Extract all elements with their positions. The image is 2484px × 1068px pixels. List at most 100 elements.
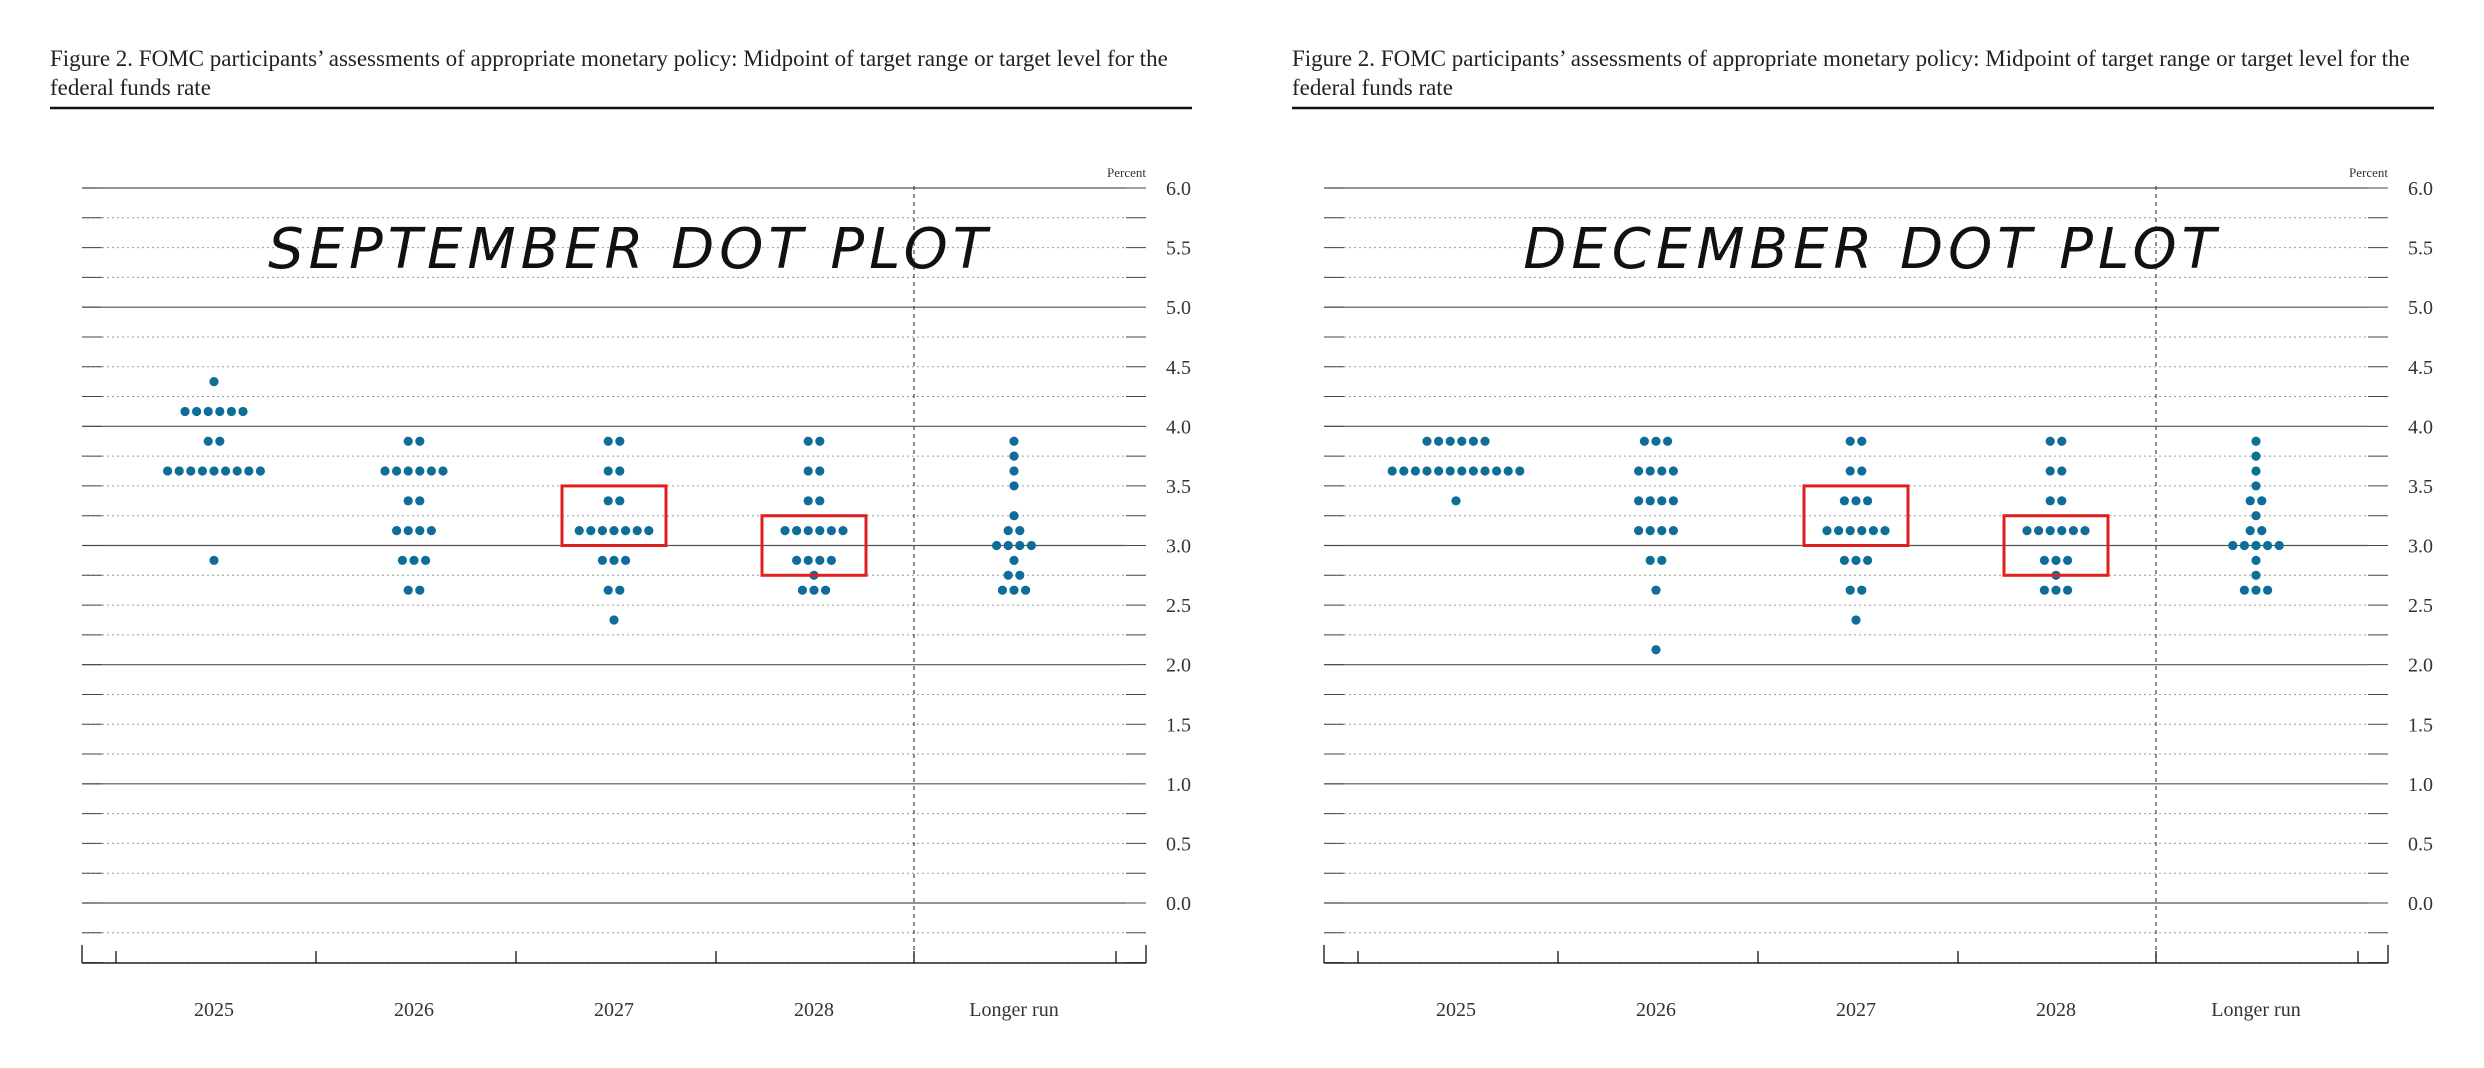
- y-tick-label: 5.0: [2408, 297, 2433, 319]
- participant-dot: [1639, 436, 1649, 446]
- y-tick-label: 6.0: [2408, 178, 2433, 200]
- participant-dot: [1009, 451, 1019, 461]
- x-category-label: 2025: [1436, 999, 1476, 1021]
- y-tick-label: 0.5: [2408, 833, 2433, 855]
- y-tick-label: 5.5: [2408, 238, 2433, 260]
- participant-dot: [1857, 526, 1867, 536]
- participant-dot: [1634, 496, 1644, 506]
- participant-dot: [2080, 526, 2090, 536]
- participant-dot: [826, 526, 837, 536]
- participant-dot: [1480, 436, 1490, 446]
- y-tick-label: 1.0: [1166, 774, 1191, 796]
- participant-dot: [221, 466, 231, 476]
- participant-dot: [2051, 555, 2061, 565]
- participant-dot: [238, 406, 248, 417]
- participant-dot: [2057, 466, 2067, 476]
- december-dot-plot-chart: 0.0 0.5 1.0 1.5 2.0 2.5 3.0 3.5 4.0 4.5 5.0 5.5 6.0 P…: [1292, 106, 2434, 1021]
- participant-dot: [1009, 481, 1019, 491]
- participant-dot: [1009, 466, 1019, 476]
- x-category-label: 2026: [394, 999, 434, 1021]
- participant-dot: [415, 466, 425, 476]
- participant-dot: [603, 496, 613, 506]
- participant-dot: [438, 466, 448, 476]
- participant-dot: [203, 406, 213, 417]
- participant-dot: [815, 526, 825, 536]
- participant-dot: [2057, 436, 2067, 446]
- participant-dot: [197, 466, 207, 476]
- participant-dot: [1503, 466, 1513, 476]
- participant-dot: [1434, 466, 1444, 476]
- september-panel: Figure 2. FOMC participants’ assessments…: [50, 46, 1192, 1021]
- highlight-box: [560, 484, 668, 547]
- y-tick-label: 2.5: [2408, 595, 2433, 617]
- participant-dot: [403, 526, 413, 536]
- participant-dot: [2063, 555, 2073, 565]
- participant-dot: [1015, 540, 1025, 551]
- participant-dot: [1410, 466, 1420, 476]
- participant-dot: [203, 436, 213, 446]
- participant-dot: [2251, 451, 2261, 461]
- participant-dot: [815, 555, 825, 565]
- participant-dot: [380, 466, 390, 476]
- participant-dot: [1651, 585, 1661, 595]
- x-category-label: 2028: [2036, 999, 2076, 1021]
- participant-dot: [1851, 615, 1861, 625]
- participant-dot: [1015, 570, 1025, 580]
- participant-dot: [215, 436, 225, 446]
- y-tick-label: 3.0: [2408, 536, 2433, 558]
- participant-dot: [1003, 540, 1013, 551]
- participant-dot: [415, 436, 425, 446]
- participant-dot: [2263, 540, 2273, 551]
- participant-dot: [403, 436, 413, 446]
- participant-dot: [1845, 436, 1855, 446]
- participant-dot: [803, 496, 813, 506]
- participant-dot: [632, 526, 642, 536]
- participant-dot: [1422, 466, 1432, 476]
- participant-dot: [1863, 496, 1873, 506]
- participant-dot: [1845, 466, 1855, 476]
- participant-dot: [1021, 585, 1031, 595]
- participant-dot: [780, 526, 790, 536]
- participant-dot: [403, 466, 413, 476]
- participant-dot: [809, 585, 819, 595]
- participant-dot: [2251, 466, 2261, 476]
- participant-dot: [2251, 570, 2261, 580]
- participant-dot: [1657, 526, 1667, 536]
- participant-dot: [1868, 526, 1878, 536]
- participant-dot: [1657, 555, 1667, 565]
- participant-dot: [2068, 526, 2078, 536]
- participant-dot: [1003, 526, 1013, 536]
- participant-dot: [2257, 496, 2267, 506]
- y-tick-label: 6.0: [1166, 178, 1191, 200]
- participant-dot: [1668, 496, 1678, 506]
- participant-dot: [1851, 555, 1861, 565]
- participant-dot: [2251, 436, 2261, 446]
- participant-dot: [615, 585, 625, 595]
- participant-dot: [209, 555, 219, 565]
- x-category-label: Longer run: [969, 999, 1058, 1021]
- y-tick-label: 2.5: [1166, 595, 1191, 617]
- participant-dot: [2045, 466, 2055, 476]
- y-tick-label: 0.0: [2408, 893, 2433, 915]
- participant-dot: [415, 526, 425, 536]
- participant-dot: [2039, 585, 2049, 595]
- participant-dot: [803, 466, 813, 476]
- december-panel: Figure 2. FOMC participants’ assessments…: [1242, 0, 2484, 1068]
- participant-dot: [609, 615, 619, 625]
- participant-dot: [992, 540, 1002, 551]
- participant-dot: [1668, 526, 1678, 536]
- participant-dot: [1434, 436, 1444, 446]
- participant-dot: [2228, 540, 2238, 551]
- participant-dot: [1845, 585, 1855, 595]
- participant-dot: [403, 496, 413, 506]
- participant-dot: [615, 466, 625, 476]
- participant-dot: [1457, 466, 1467, 476]
- figure-title: Figure 2. FOMC participants’ assessments…: [50, 46, 1168, 100]
- y-tick-label: 5.5: [1166, 238, 1191, 260]
- x-category-label: 2028: [794, 999, 834, 1021]
- participant-dot: [1026, 540, 1036, 551]
- participant-dot: [1645, 555, 1655, 565]
- y-tick-label: 4.5: [2408, 357, 2433, 379]
- participant-dot: [1839, 555, 1849, 565]
- participant-dot: [1445, 436, 1455, 446]
